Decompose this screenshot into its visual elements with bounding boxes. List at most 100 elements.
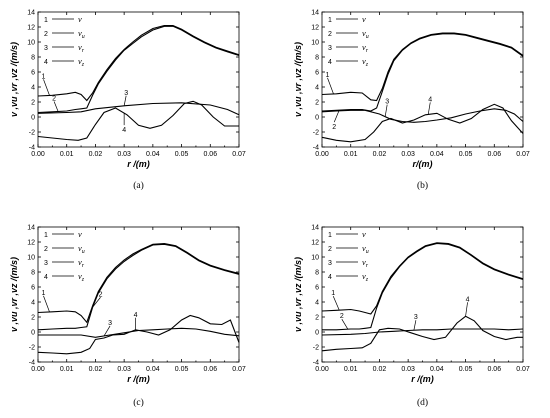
series-line-2 [321,33,524,112]
legend: 1 v 2 vu 3 vr 4 vz [328,14,369,68]
x-tick-label: 0.03 [117,366,131,373]
curve-label-leader [123,95,127,106]
curve-label: 4 [134,312,138,319]
y-tick-label: 0 [31,115,35,122]
x-tick-label: 0.07 [516,151,530,158]
chart-panel-c: 0.00 0.01 0.02 0.03 0.04 0.05 0.06 0.07 -4 -2 0 2 4 6… [9,225,246,409]
series-line-1 [321,32,524,102]
y-tick-label: -4 [313,145,319,152]
chart-panel-b: 0.00 0.01 0.02 0.03 0.04 0.05 0.06 0.07 -4 -2 0 2 4 6… [293,10,530,192]
x-tick-label: 0.00 [315,366,329,373]
curve-label-leader [332,295,340,311]
y-tick-label: 2 [315,315,319,322]
series-line-4 [321,315,523,352]
y-tick-label: 0 [31,330,35,337]
y-tick-label: 8 [31,55,35,62]
y-tick-label: 14 [27,10,35,17]
y-tick-label: 14 [27,225,35,232]
legend-symbol: v [362,229,366,239]
legend-number: 3 [328,260,332,267]
curve-label-leader [327,77,334,95]
legend-number: 1 [44,17,48,24]
y-tick-label: 2 [315,100,319,107]
series-line-1 [37,24,240,102]
y-tick-label: 2 [31,315,35,322]
x-tick-label: 0.00 [31,151,45,158]
legend-number: 3 [328,45,332,52]
panel-caption: (a) [133,180,144,191]
legend-symbol: vz [78,56,85,68]
x-tick-label: 0.01 [60,151,74,158]
panel-caption: (d) [417,397,428,408]
curve-label: 1 [331,290,335,297]
legend-number: 4 [44,274,48,281]
x-tick-label: 0.05 [459,151,473,158]
legend-symbol: v [362,14,366,24]
legend-number: 2 [328,246,332,253]
curve-label-leader [427,102,431,115]
series-line-2 [322,242,524,331]
series-line-3 [321,108,524,123]
curve-label: 2 [332,124,336,131]
y-tick-label: 12 [27,240,35,247]
x-tick-label: 0.02 [373,151,387,158]
curve-label: 2 [340,313,344,320]
curve-label-leader [413,320,417,331]
curve-label: 3 [414,314,418,321]
x-tick-label: 0.01 [60,366,74,373]
x-tick-label: 0.04 [146,366,160,373]
y-axis-title: v ,vu ,vr ,vz /(m/s) [9,42,19,117]
plot-frame [37,11,240,148]
series-line-1 [37,242,240,324]
curve-label-leader [384,104,388,117]
legend-symbol: vr [78,42,85,54]
x-tick-label: 0.07 [516,366,530,373]
y-tick-label: -2 [313,130,319,137]
x-tick-label: 0.03 [117,151,131,158]
curve-label-leader [103,325,111,337]
x-tick-label: 0.00 [31,366,45,373]
panel-caption: (c) [133,397,144,408]
series-line-4 [37,100,239,141]
y-tick-label: 8 [315,270,319,277]
curve-label: 4 [466,296,470,303]
series-line-1 [321,242,524,315]
legend-number: 2 [328,31,332,38]
y-tick-label: 10 [311,40,319,47]
legend-symbol: vu [362,28,369,40]
legend-number: 1 [328,232,332,239]
series-line-4 [321,103,524,143]
y-tick-label: 6 [31,285,35,292]
x-tick-label: 0.05 [175,366,189,373]
y-tick-label: 4 [315,300,319,307]
legend-symbol: v [78,229,82,239]
plot-frame [37,226,240,363]
legend-number: 2 [44,31,48,38]
y-tick-label: 8 [31,270,35,277]
legend-number: 4 [44,59,48,66]
y-tick-label: 4 [31,85,35,92]
y-tick-label: 0 [315,330,319,337]
curve-label-leader [465,302,468,317]
curve-label: 3 [124,90,128,97]
x-axis-title: r /(m) [127,374,150,384]
x-tick-label: 0.04 [430,151,444,158]
legend-symbol: vu [78,243,85,255]
y-tick-label: 6 [315,70,319,77]
x-axis-title: r /(m) [411,374,434,384]
y-tick-label: 6 [31,70,35,77]
legend-number: 3 [44,260,48,267]
y-tick-label: 10 [27,255,35,262]
curve-label-leader [43,295,50,313]
series-line-2 [37,243,240,331]
curve-label: 1 [42,290,46,297]
y-tick-label: 10 [311,255,319,262]
legend-number: 4 [328,274,332,281]
chart-panel-d: 0.00 0.01 0.02 0.03 0.04 0.05 0.06 0.07 -4 -2 0 2 4 6… [293,225,530,409]
curve-label-leader [53,101,59,112]
curve-label: 2 [52,95,56,102]
series-line-2 [37,25,240,114]
y-tick-label: 12 [311,25,319,32]
legend-symbol: vz [78,271,85,283]
legend-number: 1 [328,17,332,24]
